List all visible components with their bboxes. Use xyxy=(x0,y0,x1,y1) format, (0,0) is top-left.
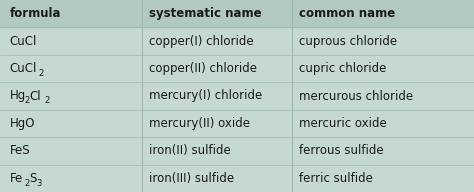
Bar xyxy=(0,0,474,27)
Text: CuCl: CuCl xyxy=(9,62,37,75)
Text: Fe: Fe xyxy=(9,172,23,185)
Text: mercurous chloride: mercurous chloride xyxy=(299,89,413,103)
Text: 2: 2 xyxy=(24,179,29,188)
Text: CuCl: CuCl xyxy=(9,35,37,48)
Text: ferrous sulfide: ferrous sulfide xyxy=(299,144,383,157)
Text: mercury(II) oxide: mercury(II) oxide xyxy=(149,117,250,130)
Text: 3: 3 xyxy=(36,179,42,188)
Text: cupric chloride: cupric chloride xyxy=(299,62,386,75)
Text: 2: 2 xyxy=(24,96,29,105)
Text: cuprous chloride: cuprous chloride xyxy=(299,35,397,48)
Text: HgO: HgO xyxy=(9,117,35,130)
Text: iron(III) sulfide: iron(III) sulfide xyxy=(149,172,235,185)
Text: copper(II) chloride: copper(II) chloride xyxy=(149,62,257,75)
Text: copper(I) chloride: copper(I) chloride xyxy=(149,35,254,48)
Text: iron(II) sulfide: iron(II) sulfide xyxy=(149,144,231,157)
Text: formula: formula xyxy=(9,7,61,20)
Text: common name: common name xyxy=(299,7,395,20)
Text: systematic name: systematic name xyxy=(149,7,262,20)
Text: 2: 2 xyxy=(39,69,44,78)
Text: mercuric oxide: mercuric oxide xyxy=(299,117,386,130)
Text: mercury(I) chloride: mercury(I) chloride xyxy=(149,89,263,103)
Text: S: S xyxy=(29,172,37,185)
Text: ferric sulfide: ferric sulfide xyxy=(299,172,373,185)
Text: Hg: Hg xyxy=(9,89,26,103)
Text: Cl: Cl xyxy=(29,89,41,103)
Text: 2: 2 xyxy=(44,96,49,105)
Text: FeS: FeS xyxy=(9,144,30,157)
